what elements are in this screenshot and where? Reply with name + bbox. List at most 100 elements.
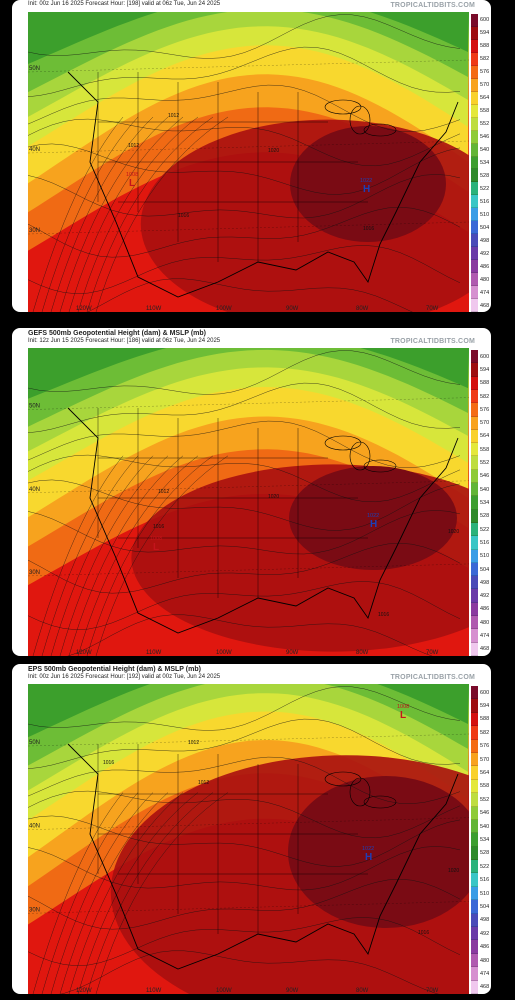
- legend-swatch: [471, 273, 478, 287]
- legend-swatch: [471, 156, 478, 170]
- isobar-line: [28, 878, 461, 930]
- low-pressure-value: 1008: [126, 172, 138, 178]
- low-pressure-icon: L: [153, 542, 159, 553]
- high-pressure-icon: H: [363, 184, 370, 195]
- brand-watermark: TROPICALTIDBITS.COM: [390, 338, 475, 345]
- legend-swatch: [471, 469, 478, 484]
- band-546: [28, 684, 469, 766]
- legend-label: 510: [480, 211, 490, 218]
- longitude-label: 100W: [216, 650, 232, 656]
- longitude-label: 120W: [76, 988, 92, 994]
- legend-swatch: [471, 286, 478, 300]
- height-field: 50N 40N 30N 120W 110W 100W 90W 80W 70W 1012 1016 10…: [28, 12, 469, 312]
- color-legend: 600 594 588 582 576 570 564 558 552 546 540 534 528 5…: [469, 350, 491, 656]
- latitude-label: 50N: [29, 404, 40, 410]
- latitude-line: [28, 480, 469, 493]
- isobar-label: 1012: [198, 780, 209, 786]
- legend-label: 468: [480, 302, 490, 309]
- map-area: 50N 40N 30N 120W 110W 100W 90W 80W 70W 1012 1016 10…: [28, 348, 469, 656]
- panel-subtitle: Init: 00z Jun 16 2025 Forecast Hour: [19…: [28, 674, 221, 680]
- legend-swatch: [471, 712, 478, 727]
- legend-swatch: [471, 967, 478, 981]
- longitude-label: 120W: [76, 306, 92, 312]
- legend-label: 552: [480, 796, 490, 803]
- legend-swatch: [471, 833, 478, 847]
- map-panel-3: EPS 500mb Geopotential Height (dam) & MS…: [12, 664, 491, 994]
- isobar-label: 1016: [103, 760, 114, 766]
- legend-label: 582: [480, 729, 490, 736]
- longitude-label: 80W: [356, 306, 369, 312]
- isobar-line: [28, 581, 461, 630]
- legend-swatch: [471, 195, 478, 209]
- isobar-label: 1012: [128, 143, 139, 149]
- legend-label: 558: [480, 446, 490, 453]
- legend-label: 516: [480, 198, 490, 205]
- longitude-label: 110W: [146, 306, 162, 312]
- legend-swatch: [471, 766, 478, 780]
- isobar-line: [28, 790, 461, 839]
- band-546: [28, 348, 469, 427]
- low-pressure-icon: L: [400, 710, 406, 721]
- isobar-line: [77, 455, 199, 656]
- isobar-label: 1012: [168, 113, 179, 119]
- legend-label: 540: [480, 823, 490, 830]
- band-552: [28, 12, 469, 117]
- legend-label: 564: [480, 770, 490, 777]
- legend-label: 522: [480, 185, 490, 192]
- great-lake: [324, 771, 362, 787]
- legend-swatch: [471, 886, 478, 901]
- panel-header: Init: 00z Jun 16 2025 Forecast Hour: [19…: [12, 0, 491, 12]
- isobar-line: [28, 46, 461, 98]
- legend-swatch: [471, 522, 478, 537]
- legend-label: 510: [480, 553, 490, 560]
- legend-swatch: [471, 699, 478, 713]
- isobar-line: [28, 686, 461, 731]
- legend-label: 480: [480, 957, 490, 964]
- legend-swatch: [471, 686, 478, 700]
- legend-label: 516: [480, 539, 490, 546]
- panel-header: EPS 500mb Geopotential Height (dam) & MS…: [12, 664, 491, 684]
- legend-label: 486: [480, 263, 490, 270]
- legend-label: 492: [480, 930, 490, 937]
- legend-label: 552: [480, 460, 490, 467]
- legend-swatch: [471, 130, 478, 144]
- isobar-line: [28, 206, 461, 258]
- legend-label: 534: [480, 160, 490, 166]
- height-field: 50N 40N 30N 120W 110W 100W 90W 80W 70W 1016 1012 10…: [28, 684, 469, 994]
- band-540: [28, 348, 469, 399]
- legend-swatch: [471, 221, 478, 235]
- isobar-line: [95, 116, 229, 312]
- legend-swatch: [471, 299, 478, 312]
- legend-swatch: [471, 913, 478, 928]
- great-lake: [363, 795, 397, 809]
- legend-swatch: [471, 247, 478, 261]
- great-lake: [349, 105, 371, 135]
- color-legend: 600 594 588 582 576 570 564 558 552 546 540 534 528 5…: [469, 14, 491, 312]
- legend-label: 594: [480, 366, 490, 373]
- legend-label: 468: [480, 984, 490, 991]
- isobar-label: 1020: [448, 868, 459, 874]
- legend-swatch: [471, 350, 478, 364]
- ridge-core-594: [289, 466, 457, 570]
- longitude-label: 90W: [286, 306, 299, 312]
- latitude-label: 50N: [29, 740, 40, 746]
- band-552: [28, 684, 469, 791]
- legend-swatch: [471, 726, 478, 740]
- isobar-line: [28, 14, 461, 59]
- isobar-line: [77, 116, 199, 312]
- map-area: 50N 40N 30N 120W 110W 100W 90W 80W 70W 1016 1012 10…: [28, 684, 469, 994]
- legend-label: 564: [480, 95, 490, 102]
- legend-label: 492: [480, 250, 490, 257]
- legend-label: 594: [480, 30, 490, 37]
- map-panel-2: GEFS 500mb Geopotential Height (dam) & M…: [12, 328, 491, 656]
- legend-swatch: [471, 509, 478, 523]
- isobar-label: 1012: [188, 740, 199, 746]
- legend-swatch: [471, 927, 478, 941]
- legend-label: 570: [480, 756, 490, 763]
- legend-label: 504: [480, 566, 490, 573]
- isobar-line: [32, 792, 124, 994]
- longitude-label: 80W: [356, 650, 369, 656]
- legend-swatch: [471, 806, 478, 820]
- isobar-line: [28, 143, 461, 195]
- legend-label: 588: [480, 716, 490, 723]
